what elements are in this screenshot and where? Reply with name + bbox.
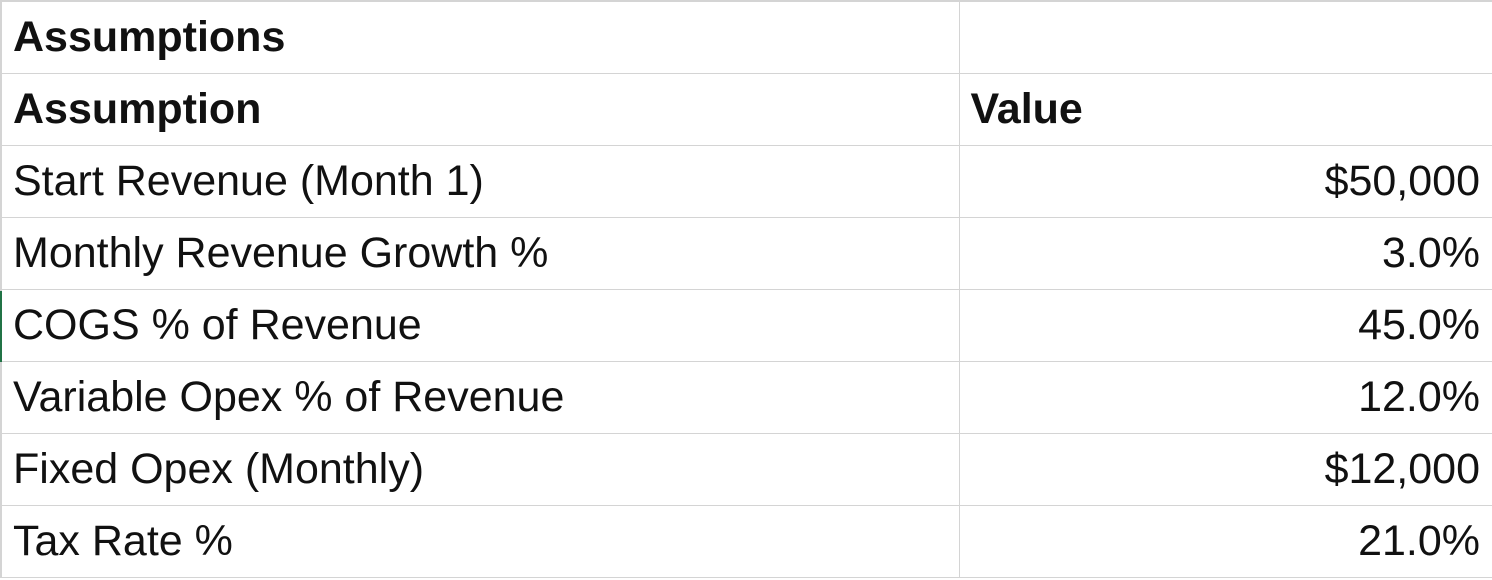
value-cell[interactable]: $12,000 bbox=[958, 433, 1492, 506]
assumption-cell[interactable]: Monthly Revenue Growth % bbox=[0, 217, 960, 290]
value-cell[interactable]: 21.0% bbox=[958, 505, 1492, 578]
table-row: Monthly Revenue Growth % 3.0% bbox=[0, 217, 1492, 290]
assumption-header-cell[interactable]: Assumption bbox=[0, 73, 960, 146]
value-cell[interactable]: $50,000 bbox=[958, 145, 1492, 218]
table-row: Start Revenue (Month 1) $50,000 bbox=[0, 145, 1492, 218]
table-row: COGS % of Revenue 45.0% bbox=[0, 289, 1492, 362]
title-row: Assumptions bbox=[0, 0, 1492, 74]
assumption-cell[interactable]: Start Revenue (Month 1) bbox=[0, 145, 960, 218]
value-header-cell[interactable]: Value bbox=[958, 73, 1492, 146]
table-row: Variable Opex % of Revenue 12.0% bbox=[0, 361, 1492, 434]
value-cell[interactable]: 3.0% bbox=[958, 217, 1492, 290]
empty-cell[interactable] bbox=[958, 0, 1492, 74]
value-cell[interactable]: 45.0% bbox=[958, 289, 1492, 362]
assumption-cell[interactable]: Variable Opex % of Revenue bbox=[0, 361, 960, 434]
assumption-cell[interactable]: Fixed Opex (Monthly) bbox=[0, 433, 960, 506]
header-row: Assumption Value bbox=[0, 73, 1492, 146]
assumption-cell[interactable]: COGS % of Revenue bbox=[0, 289, 960, 362]
value-cell[interactable]: 12.0% bbox=[958, 361, 1492, 434]
table-row: Fixed Opex (Monthly) $12,000 bbox=[0, 433, 1492, 506]
assumption-cell[interactable]: Tax Rate % bbox=[0, 505, 960, 578]
table-row: Tax Rate % 21.0% bbox=[0, 505, 1492, 578]
selection-edge-marker bbox=[0, 291, 2, 362]
title-cell[interactable]: Assumptions bbox=[0, 0, 960, 74]
